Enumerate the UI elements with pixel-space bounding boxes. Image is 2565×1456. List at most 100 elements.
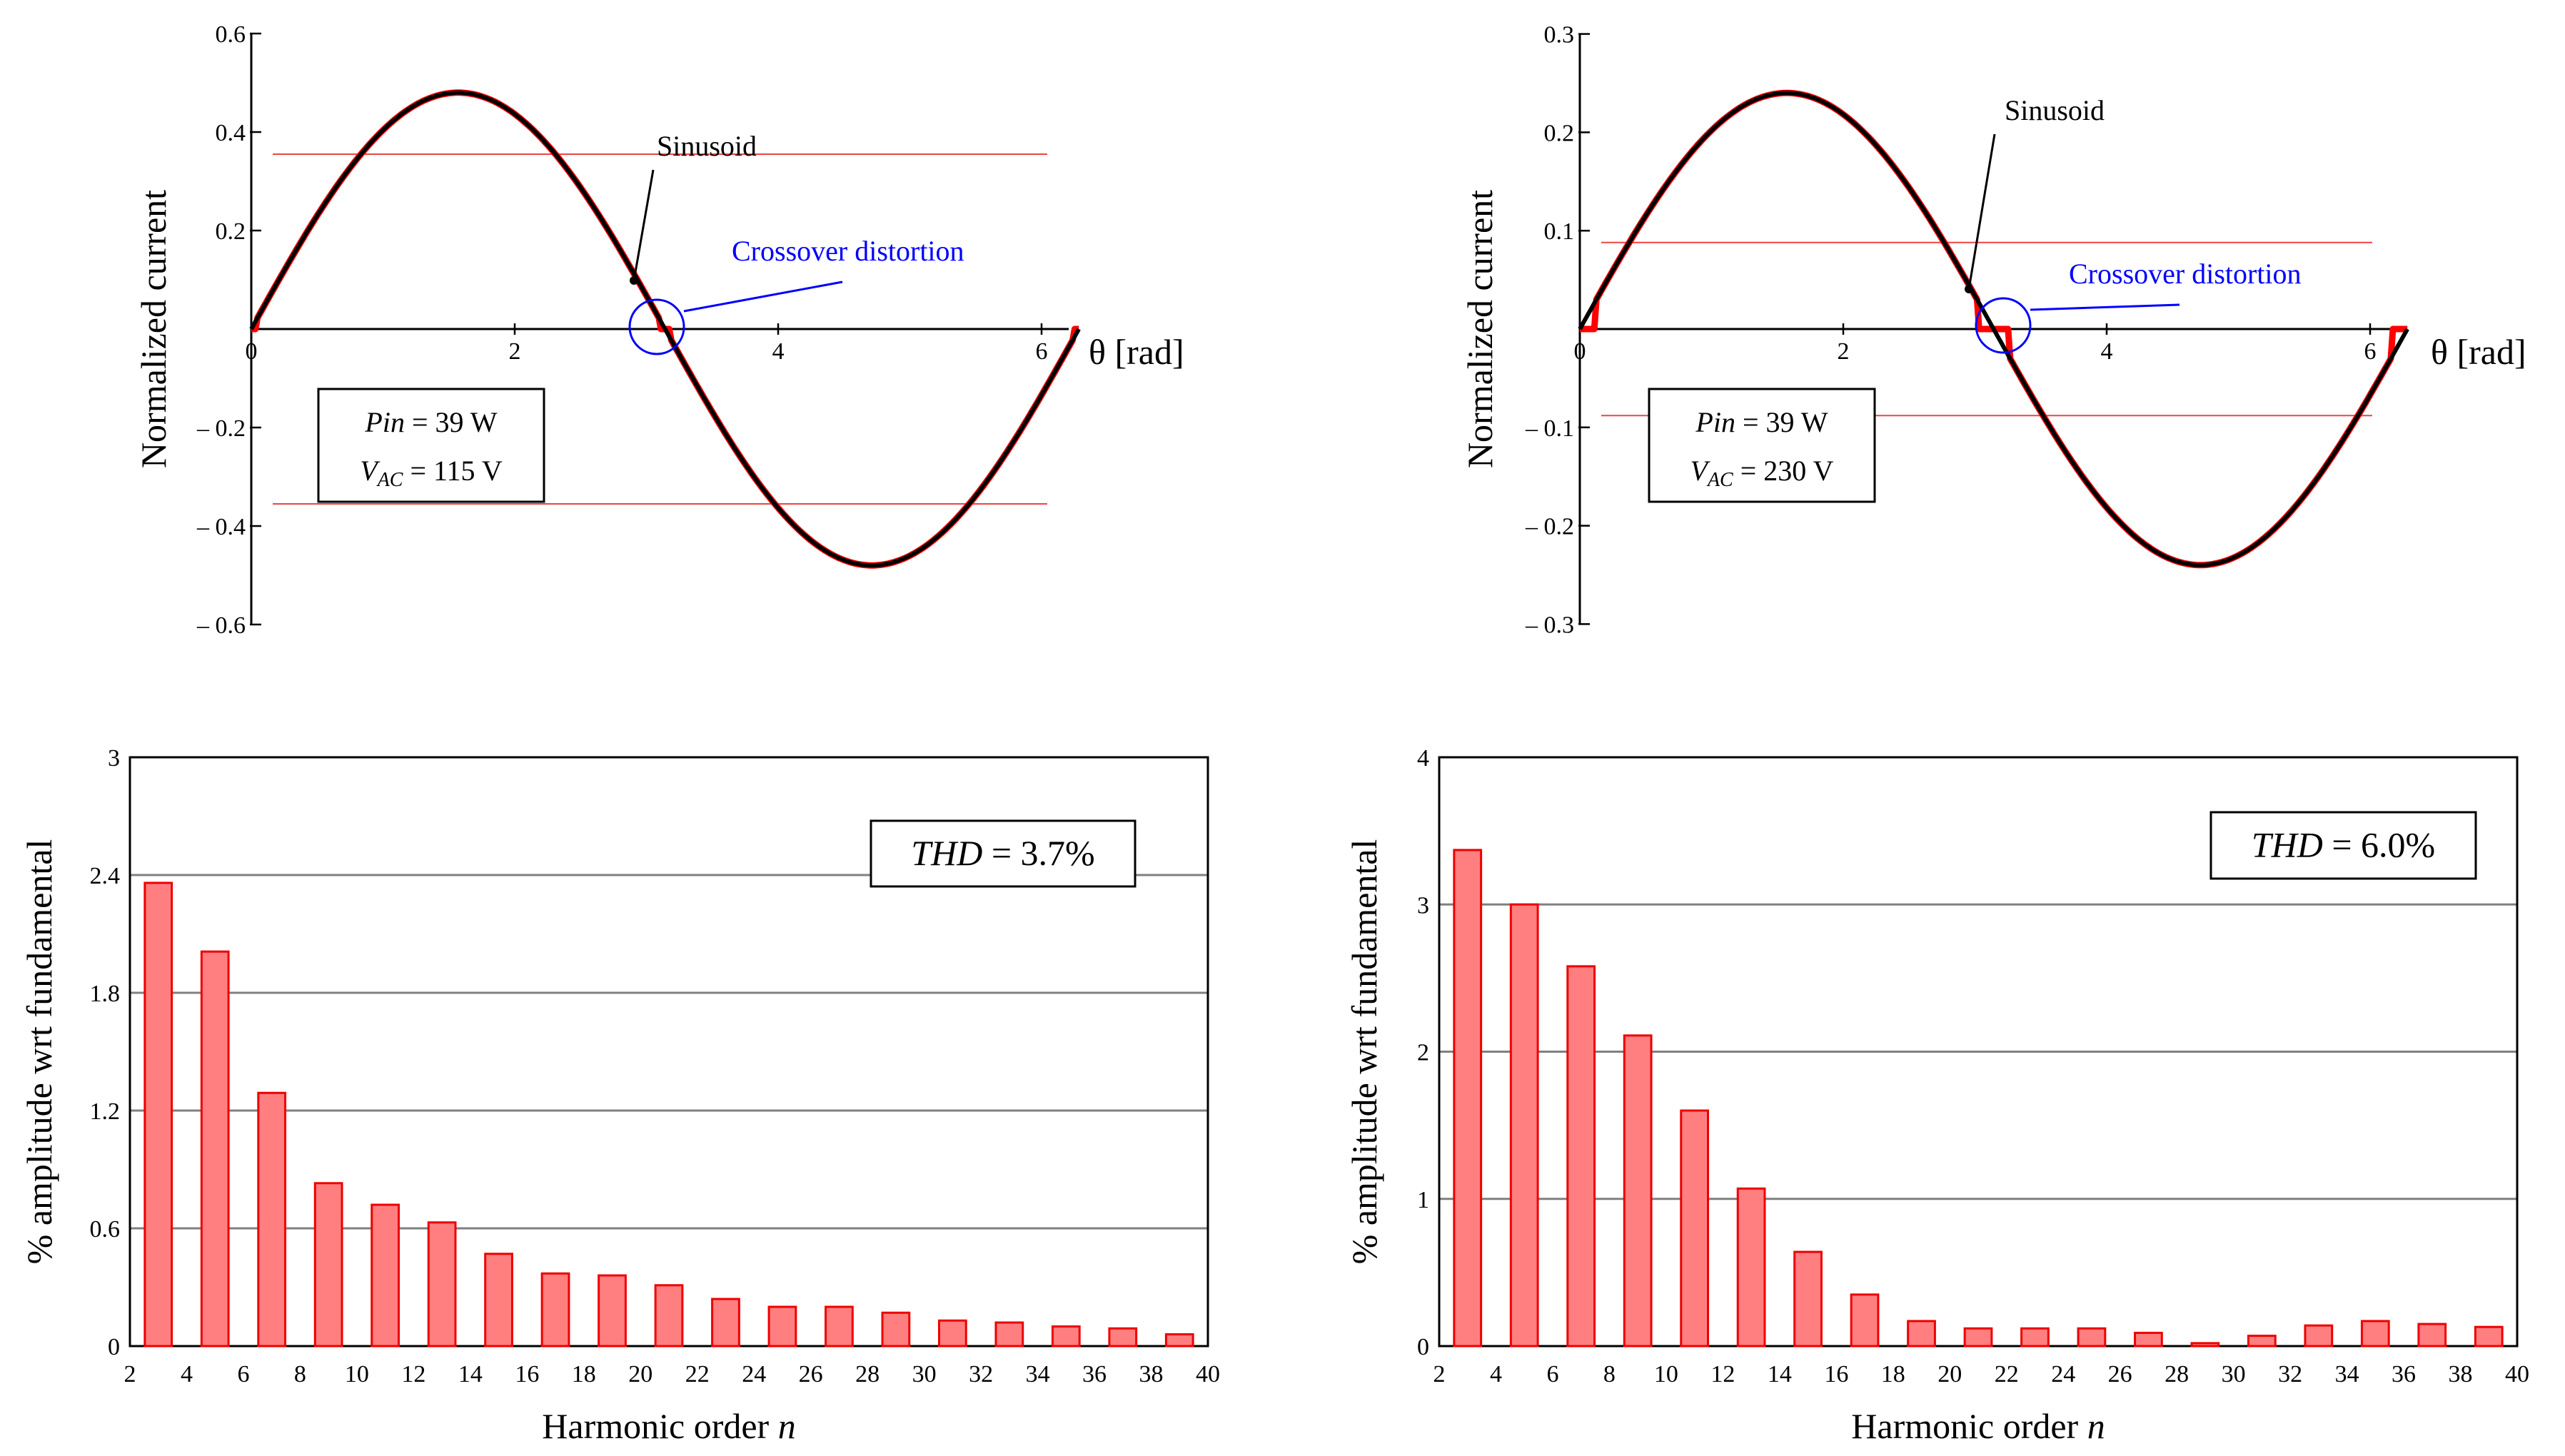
sinusoid-label: Sinusoid (2005, 94, 2105, 126)
harmonic-bar-7 (257, 1091, 287, 1348)
y-tick-label: 4 (1417, 745, 1429, 772)
y-axis-title: Normalized current (1460, 190, 1500, 468)
harmonic-bar-15 (1793, 1250, 1823, 1348)
thd-symbol: THD (2252, 825, 2323, 865)
x-axis-title: θ [rad] (2431, 332, 2526, 372)
thd-value: = 3.7% (982, 833, 1094, 873)
x-tick-label: 30 (912, 1361, 937, 1387)
harmonic-bar-25 (2077, 1327, 2107, 1348)
harmonic-bar-21 (1963, 1327, 1993, 1348)
x-tick-label: 6 (237, 1361, 249, 1387)
sinusoid-line (249, 90, 1081, 568)
y-tick-label: – 0.3 (1525, 612, 1574, 638)
x-tick-label: 18 (1881, 1361, 1905, 1387)
x-tick-label: 32 (2278, 1361, 2302, 1387)
y-tick-label: – 0.2 (1525, 514, 1574, 540)
harmonic-bar-29 (881, 1311, 911, 1348)
harmonic-bar-15 (484, 1253, 513, 1348)
pin-symbol: Pin (1695, 406, 1735, 438)
x-tick-label: 8 (294, 1361, 306, 1387)
x-tick-label: 28 (855, 1361, 880, 1387)
harmonic-bar-17 (540, 1272, 570, 1348)
harmonic-bar-25 (767, 1305, 797, 1348)
x-tick-label: 28 (2165, 1361, 2189, 1387)
x-tick-label: 10 (345, 1361, 369, 1387)
x-axis-title-text: Harmonic order (542, 1406, 777, 1446)
sinusoid-pointer-dot (630, 276, 638, 285)
sinusoid-line (1578, 91, 2409, 567)
harmonic-bar-7 (1566, 965, 1596, 1348)
harmonic-bar-33 (994, 1321, 1024, 1348)
pin-value: = 39 W (1735, 406, 1828, 438)
y-tick-label: 3 (108, 745, 120, 772)
x-tick-label: 30 (2222, 1361, 2246, 1387)
x-tick-label: 34 (1026, 1361, 1050, 1387)
y-tick-label: 0 (1417, 1334, 1429, 1360)
x-tick-label: 14 (1768, 1361, 1792, 1387)
harmonic-bar-3 (143, 881, 173, 1348)
harmonic-bar-9 (1623, 1034, 1653, 1348)
vac-label: VAC = 230 V (1690, 455, 1834, 491)
waveform-chart-2: 0.3 0.2 0.1 – 0.1 – 0.2 – 0.3 0 2 4 6 Sinusoid Cros… (1460, 22, 2526, 639)
x-tick-label: 8 (1603, 1361, 1616, 1387)
y-axis-title: % amplitude wrt fundamental (19, 839, 59, 1265)
harmonic-bar-35 (1051, 1325, 1081, 1348)
x-axis-title: θ [rad] (1089, 332, 1184, 372)
x-tick-label: 6 (1546, 1361, 1558, 1387)
thd-box (2209, 811, 2477, 880)
x-tick-label: 4 (1490, 1361, 1502, 1387)
harmonic-bar-29 (2190, 1342, 2220, 1348)
y-axis-title: % amplitude wrt fundamental (1344, 839, 1384, 1265)
x-tick-label: 10 (1654, 1361, 1678, 1387)
harmonic-bar-5 (200, 950, 230, 1348)
harmonic-bar-27 (825, 1305, 854, 1348)
harmonic-bar-19 (1907, 1320, 1936, 1348)
x-tick-label: 4 (181, 1361, 193, 1387)
harmonic-bar-39 (2474, 1325, 2504, 1348)
x-tick-label: 40 (2505, 1361, 2529, 1387)
y-tick-label: 3 (1417, 892, 1429, 919)
harmonic-bar-37 (2417, 1323, 2447, 1348)
x-tick-label: 20 (628, 1361, 652, 1387)
harmonic-bar-11 (1680, 1109, 1710, 1348)
harmonic-bar-11 (371, 1203, 400, 1348)
harmonic-bar-33 (2304, 1324, 2334, 1348)
x-tick-label: 38 (1139, 1361, 1164, 1387)
vac-subscript: AC (376, 469, 403, 491)
x-tick-label: 0 (246, 338, 258, 365)
vac-value: = 115 V (403, 455, 502, 487)
harmonic-bar-3 (1453, 849, 1483, 1348)
pin-label: Pin = 39 W (1695, 406, 1828, 438)
sinusoid-pointer-dot (1965, 285, 1973, 293)
x-tick-label: 36 (1082, 1361, 1107, 1387)
x-tick-label: 16 (515, 1361, 539, 1387)
crossover-label: Crossover distortion (2069, 258, 2302, 290)
x-tick-label: 6 (2364, 338, 2377, 365)
y-tick-label: 0.1 (1544, 218, 1575, 245)
vac-symbol: V (1690, 455, 1711, 487)
x-tick-label: 2 (1433, 1361, 1446, 1387)
x-axis-title: Harmonic order n (542, 1406, 795, 1446)
x-tick-label: 24 (2051, 1361, 2075, 1387)
y-tick-label: 0 (108, 1334, 120, 1360)
x-tick-label: 20 (1937, 1361, 1962, 1387)
x-axis-title-var: n (778, 1406, 796, 1446)
harmonic-bar-35 (2360, 1320, 2390, 1348)
harmonic-bar-17 (1850, 1293, 1880, 1348)
y-tick-label: 2 (1417, 1040, 1429, 1066)
x-axis-title: Harmonic order n (1851, 1406, 2105, 1446)
x-tick-label: 18 (572, 1361, 596, 1387)
y-tick-label: 1.8 (90, 981, 121, 1007)
harmonic-bar-5 (1509, 903, 1539, 1348)
x-tick-label: 12 (1710, 1361, 1735, 1387)
x-tick-label: 16 (1824, 1361, 1848, 1387)
y-tick-label: 0.3 (1544, 22, 1575, 49)
x-tick-label: 22 (685, 1361, 710, 1387)
x-tick-label: 26 (799, 1361, 823, 1387)
crossover-pointer (683, 280, 843, 313)
vac-symbol: V (360, 455, 381, 487)
x-tick-label: 26 (2108, 1361, 2132, 1387)
x-tick-label: 4 (772, 338, 785, 365)
y-tick-label: 2.4 (90, 863, 121, 889)
